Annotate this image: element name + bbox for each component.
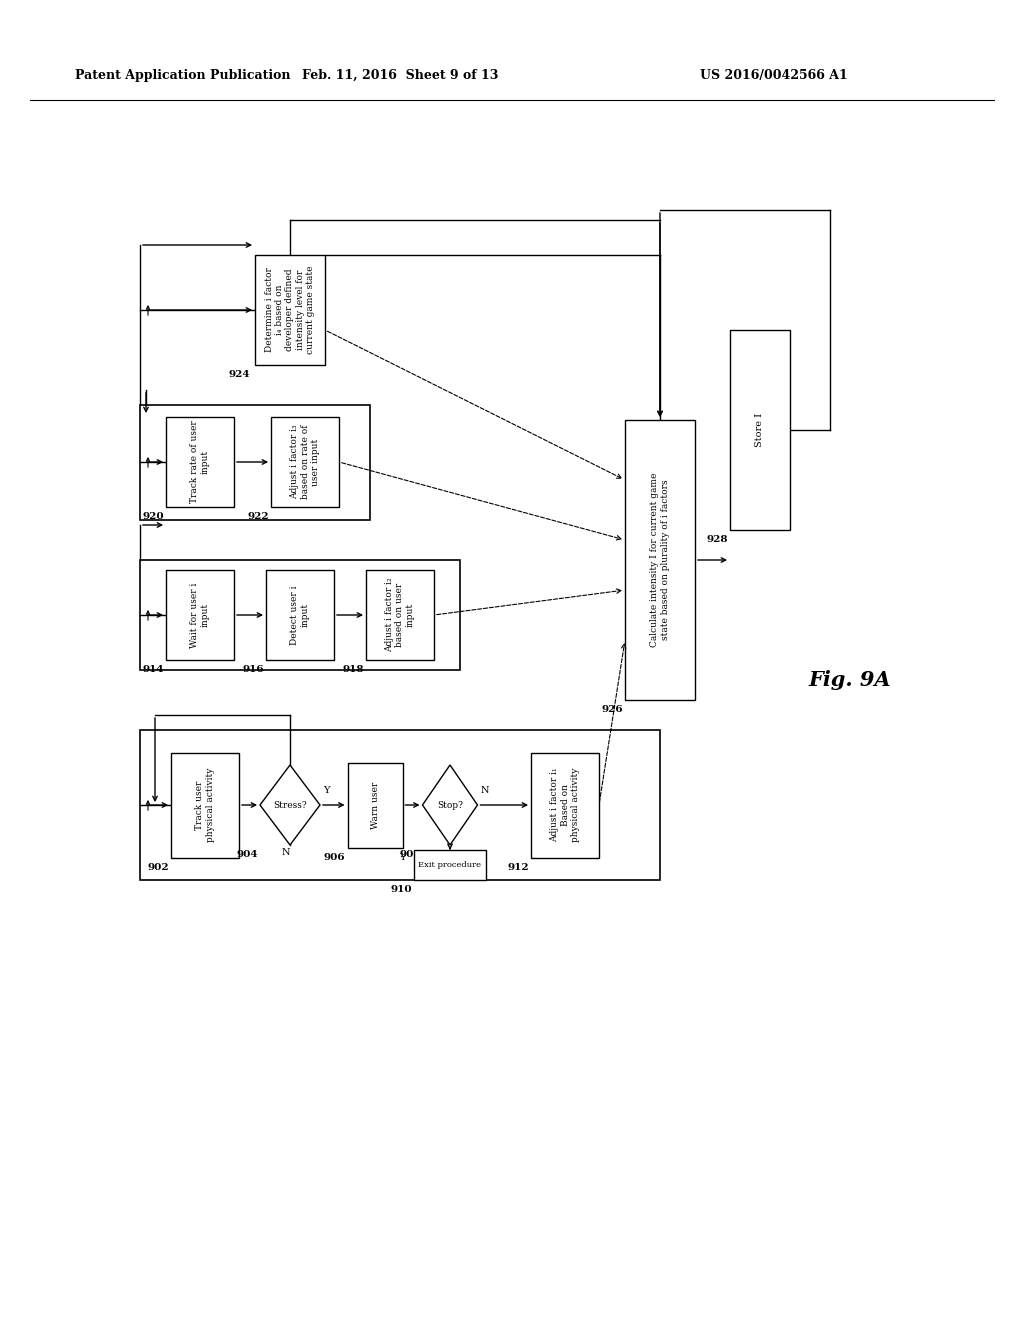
Text: N: N	[282, 847, 291, 857]
Bar	[531, 752, 599, 858]
Text: 908: 908	[399, 850, 421, 859]
Bar	[171, 752, 239, 858]
Text: Exit procedure: Exit procedure	[419, 861, 481, 869]
Text: Patent Application Publication: Patent Application Publication	[75, 69, 291, 82]
Bar	[266, 570, 334, 660]
Bar	[255, 255, 325, 366]
Text: Stress?: Stress?	[273, 800, 307, 809]
Text: 902: 902	[147, 862, 169, 871]
Bar	[271, 417, 339, 507]
Bar	[414, 850, 486, 880]
Text: 904: 904	[237, 850, 258, 859]
Bar	[140, 560, 460, 671]
Text: Adjust i factor i₃
based on rate of
user input: Adjust i factor i₃ based on rate of user…	[290, 425, 319, 499]
Text: Adjust i factor i₁
Based on
physical activity: Adjust i factor i₁ Based on physical act…	[550, 768, 580, 842]
Text: 910: 910	[390, 884, 412, 894]
Text: 906: 906	[324, 853, 345, 862]
Text: US 2016/0042566 A1: US 2016/0042566 A1	[700, 69, 848, 82]
Text: Y: Y	[399, 853, 406, 862]
Text: 920: 920	[142, 512, 164, 521]
Bar	[366, 570, 434, 660]
Text: Wait for user i
input: Wait for user i input	[190, 582, 210, 648]
Text: Store I: Store I	[756, 413, 765, 447]
Text: 928: 928	[707, 535, 728, 544]
Text: Fig. 9A: Fig. 9A	[809, 671, 891, 690]
Text: Track user
physical activity: Track user physical activity	[196, 768, 215, 842]
Text: 912: 912	[507, 862, 529, 871]
Bar	[140, 405, 370, 520]
Bar	[347, 763, 402, 847]
Text: 924: 924	[228, 370, 250, 379]
Bar	[140, 730, 660, 880]
Text: Determine i factor
i₄ based on
developer defined
intensity level for
current gam: Determine i factor i₄ based on developer…	[264, 265, 315, 354]
Bar	[730, 330, 790, 531]
Text: Calculate intensity I for current game
state based on plurality of i factors: Calculate intensity I for current game s…	[650, 473, 670, 647]
Text: Track rate of user
input: Track rate of user input	[190, 421, 210, 503]
Text: Warn user: Warn user	[371, 781, 380, 829]
Polygon shape	[423, 766, 477, 845]
Text: 916: 916	[243, 665, 264, 675]
Text: Stop?: Stop?	[437, 800, 463, 809]
Polygon shape	[260, 766, 319, 845]
Text: Detect user i
input: Detect user i input	[290, 585, 309, 644]
Bar	[625, 420, 695, 700]
Text: Y: Y	[323, 785, 330, 795]
Text: Feb. 11, 2016  Sheet 9 of 13: Feb. 11, 2016 Sheet 9 of 13	[302, 69, 499, 82]
Text: 914: 914	[142, 665, 164, 675]
Text: 926: 926	[601, 705, 623, 714]
Text: 922: 922	[248, 512, 269, 521]
Text: 918: 918	[342, 665, 364, 675]
Bar	[166, 570, 234, 660]
Text: Adjust i factor i₂
based on user
input: Adjust i factor i₂ based on user input	[385, 578, 415, 652]
Bar	[166, 417, 234, 507]
Text: N: N	[480, 785, 489, 795]
